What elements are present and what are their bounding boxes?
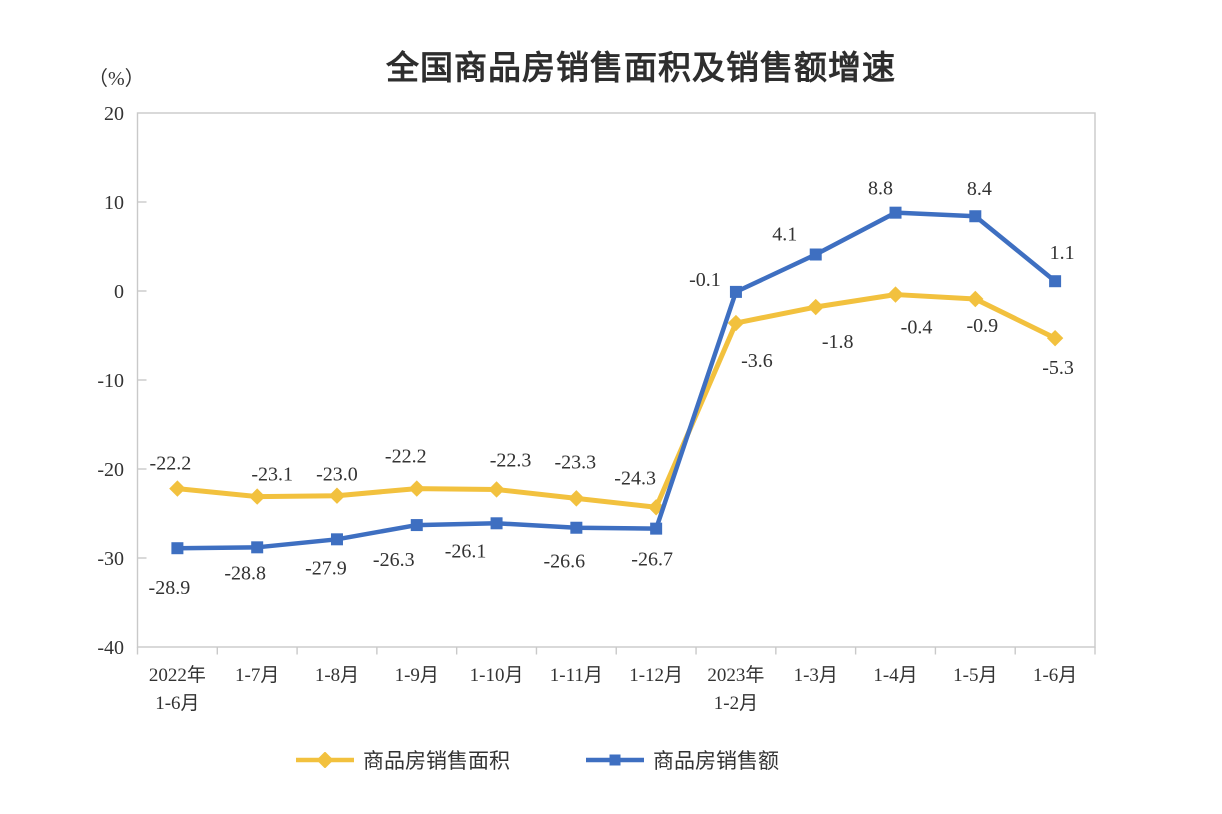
- sales-area-marker-diamond-icon: [727, 314, 745, 332]
- legend-square-marker-icon: [609, 754, 621, 766]
- sales-amount-data-label: 8.4: [967, 178, 992, 200]
- sales-area-marker-diamond-icon: [328, 487, 346, 504]
- sales-amount-data-label: -26.6: [544, 551, 586, 573]
- chart-title: 全国商品房销售面积及销售额增速: [386, 51, 896, 87]
- sales-area-data-label: -3.6: [741, 350, 773, 372]
- sales-area-marker-diamond-icon: [408, 480, 425, 497]
- x-axis-category-label: 1-3月: [794, 665, 838, 686]
- sales-amount-marker-square-icon: [330, 533, 343, 546]
- x-axis-category-label: 1-4月: [873, 665, 917, 686]
- sales-area-data-label: -24.3: [614, 467, 656, 489]
- sales-amount-marker-square-icon: [809, 248, 822, 261]
- sales-amount-marker-square-icon: [1049, 275, 1062, 288]
- sales-area-data-label: -0.9: [966, 315, 998, 337]
- sales-amount-data-label: -28.9: [149, 577, 191, 599]
- sales-area-data-label: -5.3: [1042, 357, 1074, 379]
- legend-swatch-square: [586, 754, 644, 766]
- sales-amount-marker-square-icon: [410, 519, 423, 532]
- sales-amount-data-label: -26.1: [445, 540, 487, 562]
- x-axis-category-label: 1-7月: [235, 665, 279, 686]
- x-axis-category-label: 1-6月: [155, 693, 199, 714]
- legend-label-sales-area: 商品房销售面积: [363, 749, 510, 773]
- sales-amount-data-label: -0.1: [689, 269, 721, 291]
- legend-diamond-marker-icon: [316, 752, 334, 768]
- sales-amount-marker-square-icon: [171, 542, 184, 555]
- sales-amount-marker-square-icon: [570, 521, 583, 534]
- sales-amount-marker-square-icon: [490, 517, 503, 530]
- sales-area-data-label: -0.4: [901, 317, 933, 339]
- sales-area-data-label: -22.2: [150, 453, 192, 475]
- y-axis-unit-label: （%）: [88, 68, 145, 90]
- sales-area-data-label: -1.8: [822, 331, 854, 353]
- sales-area-marker-diamond-icon: [887, 286, 904, 303]
- y-axis-tick-label: -30: [97, 548, 124, 570]
- y-axis-tick-label: 20: [104, 103, 124, 125]
- sales-area-data-label: -22.3: [490, 449, 532, 471]
- x-axis-category-label: 1-9月: [395, 665, 439, 686]
- x-axis-category-label: 1-5月: [953, 665, 997, 686]
- x-axis-category-label: 1-11月: [550, 665, 603, 686]
- x-axis-category-label: 2023年: [707, 664, 764, 686]
- sales-area-marker-diamond-icon: [967, 290, 984, 308]
- sales-amount-data-label: -26.3: [373, 549, 415, 571]
- x-axis-category-label: 1-8月: [315, 665, 359, 686]
- sales-amount-data-label: 4.1: [772, 224, 797, 246]
- sales-amount-line: [175, 210, 1058, 551]
- x-axis-category-label: 1-10月: [470, 665, 524, 686]
- sales-amount-marker-square-icon: [969, 210, 982, 223]
- legend-item-sales-area: 商品房销售面积: [296, 745, 510, 775]
- plot-border: [136, 112, 1096, 648]
- y-axis-tick-label: -40: [97, 637, 124, 659]
- y-axis-tick-label: -20: [97, 459, 124, 481]
- sales-amount-data-label: -28.8: [224, 562, 266, 584]
- sales-area-marker-diamond-icon: [248, 488, 266, 505]
- x-axis-category-label: 2022年: [149, 664, 206, 686]
- sales-amount-marker-square-icon: [251, 541, 264, 554]
- legend-item-sales-amount: 商品房销售额: [586, 745, 779, 775]
- sales-amount-data-label: 8.8: [868, 178, 893, 200]
- sales-amount-marker-square-icon: [650, 522, 663, 535]
- sales-amount-marker-square-icon: [889, 206, 902, 219]
- sales-area-data-label: -22.2: [385, 446, 427, 468]
- sales-amount-marker-square-icon: [729, 285, 742, 298]
- sales-area-data-label: -23.3: [555, 451, 597, 473]
- chart-legend: 商品房销售面积 商品房销售额: [296, 745, 779, 775]
- y-axis-tick-label: 10: [104, 192, 124, 214]
- legend-swatch-diamond: [296, 752, 354, 768]
- x-axis-category-label: 1-12月: [629, 665, 683, 686]
- sales-area-marker-diamond-icon: [169, 480, 186, 497]
- sales-area-line: [174, 292, 1058, 510]
- sales-area-data-label: -23.1: [251, 464, 293, 486]
- sales-amount-data-label: -27.9: [305, 557, 347, 579]
- sales-area-marker-diamond-icon: [488, 481, 505, 498]
- y-axis-tick-label: -10: [97, 370, 124, 392]
- x-axis-category-label: 1-6月: [1033, 665, 1077, 686]
- y-axis-tick-label: 0: [114, 281, 124, 303]
- sales-area-marker-diamond-icon: [807, 298, 824, 316]
- sales-area-marker-diamond-icon: [1046, 329, 1064, 347]
- sales-amount-data-label: 1.1: [1050, 242, 1075, 264]
- sales-amount-data-label: -26.7: [631, 549, 673, 571]
- x-axis-category-label: 1-2月: [714, 693, 758, 714]
- sales-area-data-label: -23.0: [316, 464, 358, 486]
- sales-area-marker-diamond-icon: [568, 490, 585, 507]
- legend-label-sales-amount: 商品房销售额: [653, 749, 779, 773]
